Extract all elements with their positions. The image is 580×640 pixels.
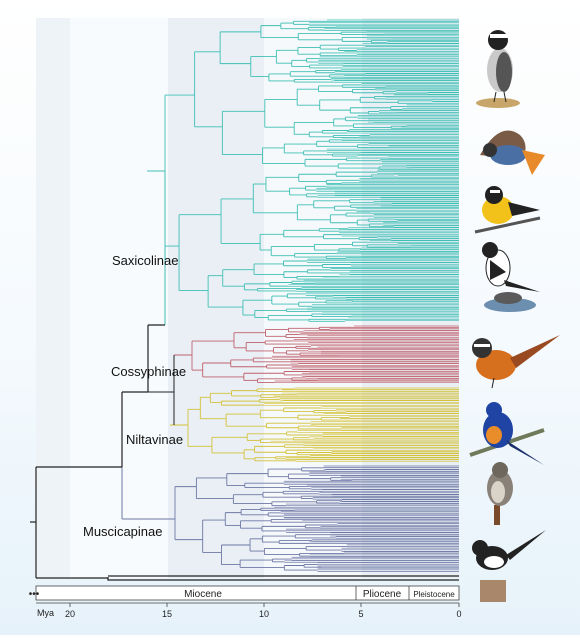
tip-branches: [263, 19, 459, 572]
epoch-pliocene: Pliocene: [363, 589, 402, 600]
axis-unit: Mya: [37, 608, 54, 618]
redstart-icon: [480, 130, 545, 175]
axis-tick-label: 5: [358, 609, 363, 619]
forktail-icon: [482, 242, 540, 312]
internal-branches: [121, 20, 433, 571]
wheatear-icon: [476, 30, 520, 108]
epoch-miocene: Miocene: [184, 589, 222, 600]
label-niltavinae: Niltavinae: [126, 432, 183, 447]
yellow-flycatcher-icon: [474, 186, 541, 234]
epoch-bar: [35, 585, 460, 601]
axis-tick-label: 15: [162, 609, 172, 619]
blue-flycatcher-icon: [469, 402, 545, 465]
backbone: [30, 324, 459, 581]
axis-tick-label: 10: [259, 609, 269, 619]
axis-tick-label: 20: [65, 609, 75, 619]
time-band-20-25: [36, 18, 70, 578]
label-muscicapinae: Muscicapinae: [83, 524, 163, 539]
root-marker: •••: [29, 589, 40, 600]
brown-flycatcher-icon: [487, 462, 513, 525]
label-cossyphinae: Cossyphinae: [111, 364, 186, 379]
axis-ticks: 20 15 10 5 0: [65, 603, 462, 619]
bird-illustrations: [469, 30, 560, 602]
epoch-pleistocene: Pleistocene: [413, 590, 455, 599]
time-band-10-15: [168, 18, 264, 578]
time-band-15-20: [70, 18, 168, 578]
timescale: Miocene Pliocene Pleistocene ••• 20 15 10 5…: [29, 585, 462, 619]
robin-chat-icon: [472, 335, 560, 389]
label-saxicolinae: Saxicolinae: [112, 253, 179, 268]
magpie-robin-icon: [472, 530, 546, 602]
axis-tick-label: 0: [456, 609, 461, 619]
